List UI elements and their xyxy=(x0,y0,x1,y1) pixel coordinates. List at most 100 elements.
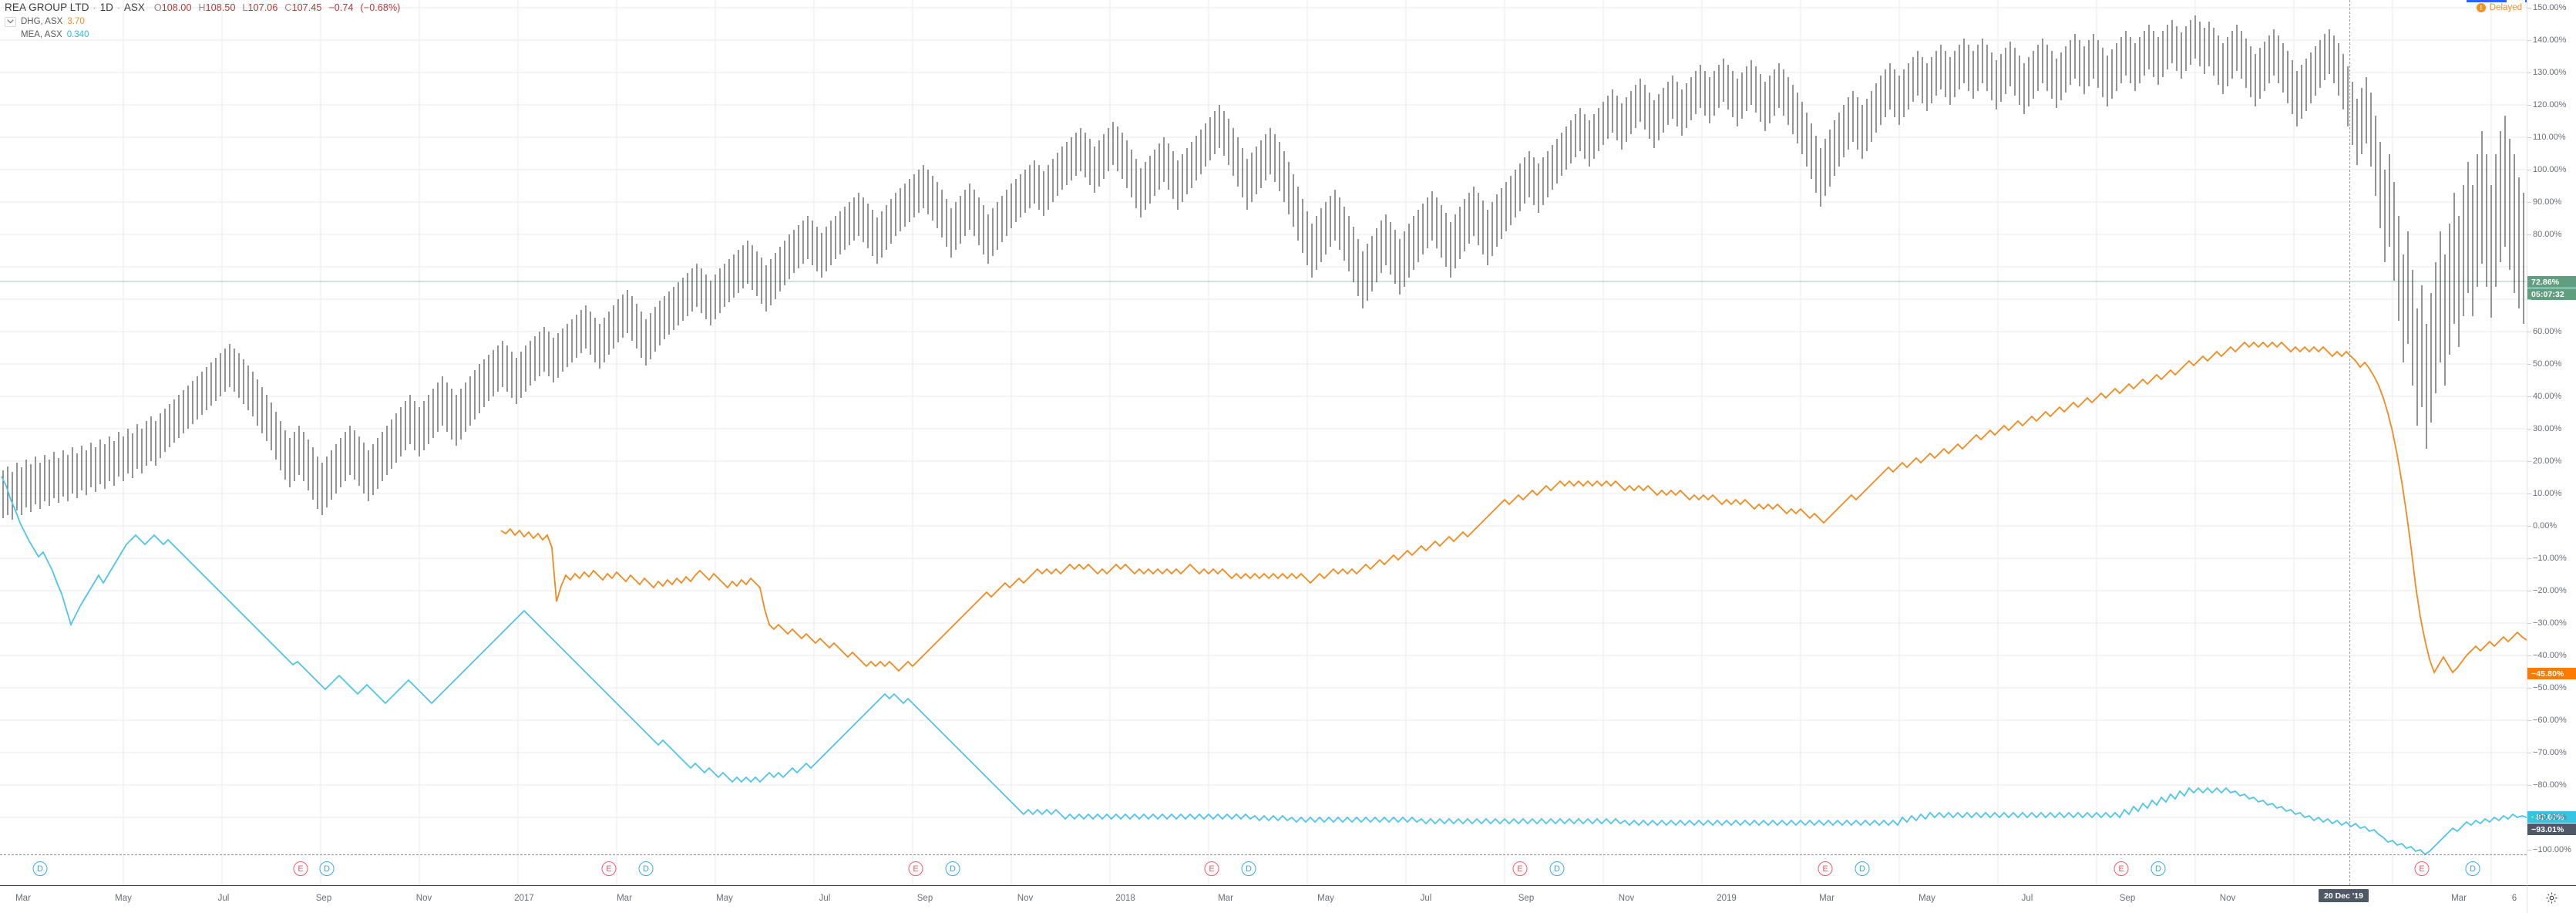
gear-icon xyxy=(2545,891,2558,908)
price-tick-100: 100.00% xyxy=(2533,165,2567,174)
event-marker-label: E xyxy=(298,864,304,874)
event-marker-earnings[interactable]: E xyxy=(2414,861,2430,876)
price-tick-50: 50.00% xyxy=(2533,359,2562,369)
price-tick-n100: −100.00% xyxy=(2533,845,2571,854)
dhg-price-badge: −45.80% xyxy=(2527,668,2576,679)
axis-tick-dash xyxy=(2527,850,2531,851)
time-tick-jul-2016: Jul xyxy=(217,894,230,903)
event-marker-dividend[interactable]: D xyxy=(945,861,960,876)
time-axis[interactable]: Mar May Jul Sep Nov 2017 Mar May Jul Sep… xyxy=(0,885,2576,913)
exchange-label[interactable]: ASX xyxy=(123,2,145,13)
price-tick-140: 140.00% xyxy=(2533,35,2567,45)
event-marker-dividend[interactable]: D xyxy=(1241,861,1256,876)
price-tick-80: 80.00% xyxy=(2533,230,2562,239)
top-accent-bar-left xyxy=(2467,0,2507,2)
countdown-badge: 05:07:32 xyxy=(2527,288,2576,300)
time-tick-may-2016: May xyxy=(115,894,132,903)
event-marker-earnings[interactable]: E xyxy=(908,861,923,876)
legend-symbol-dhg[interactable]: DHG, ASX xyxy=(21,17,63,26)
ohlc-low-key: L xyxy=(242,2,248,13)
event-marker-dividend[interactable]: D xyxy=(1549,861,1565,876)
price-tick-n20: −20.00% xyxy=(2533,586,2567,595)
axis-tick-dash xyxy=(2527,688,2531,689)
axis-tick-dash xyxy=(2527,558,2531,559)
event-marker-dividend[interactable]: D xyxy=(638,861,654,876)
event-marker-dividend[interactable]: D xyxy=(32,861,48,876)
ohlc-low-value: 107.06 xyxy=(247,2,278,13)
time-tick-sep-2019: Sep xyxy=(2119,894,2136,903)
axis-tick-dash xyxy=(2527,202,2531,203)
time-tick-may-2018: May xyxy=(1317,894,1334,903)
price-tick-90: 90.00% xyxy=(2533,197,2562,207)
event-marker-earnings[interactable]: E xyxy=(601,861,617,876)
legend-main-row[interactable]: REA GROUP LTD · 1D · ASX O108.00 H108.50 L… xyxy=(5,2,400,14)
time-tick-mar-2017: Mar xyxy=(617,894,632,903)
chevron-down-icon[interactable] xyxy=(5,16,16,27)
price-tick-n90: −90.00% xyxy=(2533,813,2567,822)
delayed-data-badge[interactable]: ! Delayed xyxy=(2476,3,2522,12)
axis-tick-dash xyxy=(2527,785,2531,786)
event-marker-dividend[interactable]: D xyxy=(319,861,335,876)
time-tick-mar-2019: Mar xyxy=(1819,894,1834,903)
resolution-label[interactable]: 1D xyxy=(99,2,113,13)
crosshair-date-badge: 20 Dec '19 xyxy=(2319,889,2369,902)
ohlc-close-key: C xyxy=(284,2,292,13)
chart-canvas xyxy=(0,0,2527,885)
chart-settings-button[interactable] xyxy=(2527,885,2576,913)
price-tick-n70: −70.00% xyxy=(2533,748,2567,757)
legend-row-mea[interactable]: MEA, ASX 0.340 xyxy=(5,29,400,40)
event-marker-label: E xyxy=(2118,864,2124,874)
axis-tick-dash xyxy=(2527,137,2531,138)
event-marker-earnings[interactable]: E xyxy=(1204,861,1219,876)
warning-icon: ! xyxy=(2476,3,2486,12)
time-tick-2017: 2017 xyxy=(514,894,534,903)
ohlc-high-value: 108.50 xyxy=(205,2,236,13)
legend-symbol-mea[interactable]: MEA, ASX xyxy=(21,30,62,39)
time-tick-may-2017: May xyxy=(716,894,733,903)
event-marker-label: D xyxy=(2470,864,2476,874)
event-marker-label: E xyxy=(913,864,919,874)
axis-tick-dash xyxy=(2527,526,2531,527)
event-marker-earnings[interactable]: E xyxy=(293,861,308,876)
dhg-series-line xyxy=(500,341,2527,675)
symbol-title[interactable]: REA GROUP LTD xyxy=(5,2,89,13)
event-marker-label: D xyxy=(1859,864,1865,874)
event-marker-earnings[interactable]: E xyxy=(1512,861,1528,876)
ohlc-close-value: 107.45 xyxy=(291,2,322,13)
time-tick-nov-2016: Nov xyxy=(415,894,432,903)
price-axis[interactable]: 150.00% 140.00% 130.00% 120.00% 110.00% … xyxy=(2527,0,2576,885)
time-tick-2018: 2018 xyxy=(1115,894,1135,903)
event-marker-earnings[interactable]: E xyxy=(2114,861,2129,876)
event-marker-label: D xyxy=(643,864,649,874)
event-marker-dividend[interactable]: D xyxy=(1855,861,1870,876)
event-marker-dividend[interactable]: D xyxy=(2465,861,2480,876)
crosshair-badge: −93.01% xyxy=(2527,824,2576,835)
chart-plot-area[interactable]: D E D E D E D E D E D E D E D E D xyxy=(0,0,2527,885)
price-tick-60: 60.00% xyxy=(2533,327,2562,336)
axis-tick-dash xyxy=(2527,720,2531,721)
event-marker-label: E xyxy=(606,864,612,874)
event-marker-dividend[interactable]: D xyxy=(2151,861,2166,876)
axis-tick-dash xyxy=(2527,364,2531,365)
axis-tick-dash xyxy=(2527,396,2531,397)
ohlc-values: O108.00 H108.50 L107.06 C107.45 −0.74 (−0.68%… xyxy=(154,2,401,14)
axis-tick-dash xyxy=(2527,105,2531,106)
time-tick-2019: 2019 xyxy=(1717,894,1737,903)
crosshair-vertical-line xyxy=(2349,0,2350,885)
time-tick-day-6: 6 xyxy=(2511,894,2517,903)
axis-tick-dash xyxy=(2527,72,2531,73)
time-tick-nov-2018: Nov xyxy=(1618,894,1635,903)
time-tick-jul-2017: Jul xyxy=(819,894,831,903)
price-tick-n80: −80.00% xyxy=(2533,780,2567,790)
price-tick-10: 10.00% xyxy=(2533,489,2562,498)
ohlc-change: −0.74 xyxy=(328,2,354,13)
price-tick-n50: −50.00% xyxy=(2533,683,2567,692)
event-marker-label: E xyxy=(1517,864,1523,874)
axis-tick-dash xyxy=(2527,429,2531,430)
price-tick-n40: −40.00% xyxy=(2533,651,2567,660)
time-tick-jul-2018: Jul xyxy=(1420,894,1432,903)
time-tick-nov-2019: Nov xyxy=(2219,894,2236,903)
legend-row-dhg[interactable]: DHG, ASX 3.70 xyxy=(5,16,400,27)
event-marker-earnings[interactable]: E xyxy=(1818,861,1833,876)
event-marker-label: D xyxy=(2155,864,2161,874)
